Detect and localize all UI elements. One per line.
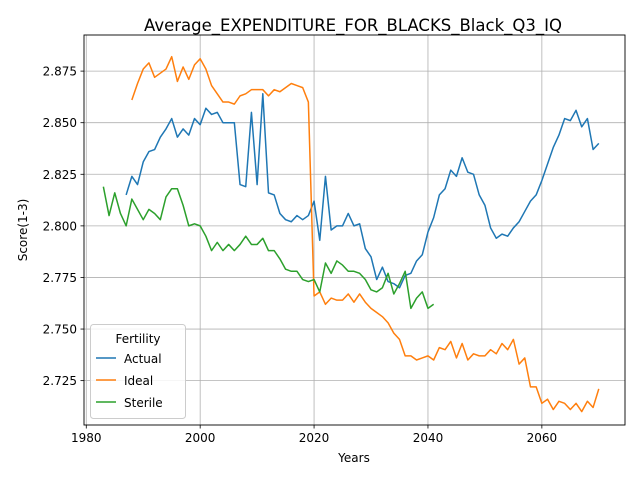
y-tick-label: 2.825: [43, 168, 77, 182]
y-tick-label: 2.750: [43, 323, 77, 337]
y-tick-label: 2.800: [43, 219, 77, 233]
chart-title: Average_EXPENDITURE_FOR_BLACKS_Black_Q3_…: [144, 16, 562, 36]
x-axis-label: Years: [337, 451, 370, 465]
legend-label-actual: Actual: [124, 352, 162, 366]
x-tick-label: 2020: [299, 431, 330, 445]
x-tick-label: 2060: [527, 431, 558, 445]
legend-title: Fertility: [115, 332, 160, 346]
legend: Fertility Actual Ideal Sterile: [90, 324, 186, 419]
x-tick-label: 1980: [71, 431, 102, 445]
series-line-sterile: [102, 186, 435, 310]
axis-ticks: 1980 2000 2020 2040 2060 2.725 2.750 2.775 2.800…: [43, 65, 557, 445]
legend-label-sterile: Sterile: [124, 396, 163, 410]
y-tick-label: 2.725: [43, 374, 77, 388]
y-tick-label: 2.875: [43, 65, 77, 79]
series-line-ideal: [131, 55, 600, 413]
legend-box: [90, 324, 186, 419]
plot-frame: [83, 34, 626, 426]
x-tick-label: 2000: [185, 431, 216, 445]
legend-label-ideal: Ideal: [124, 374, 153, 388]
series-layer: [102, 55, 600, 413]
y-tick-label: 2.775: [43, 271, 77, 285]
grid: [84, 35, 625, 425]
x-tick-label: 2040: [413, 431, 444, 445]
series-line-actual: [125, 93, 600, 289]
y-axis-label: Score(1-3): [16, 199, 30, 262]
y-tick-label: 2.850: [43, 116, 77, 130]
